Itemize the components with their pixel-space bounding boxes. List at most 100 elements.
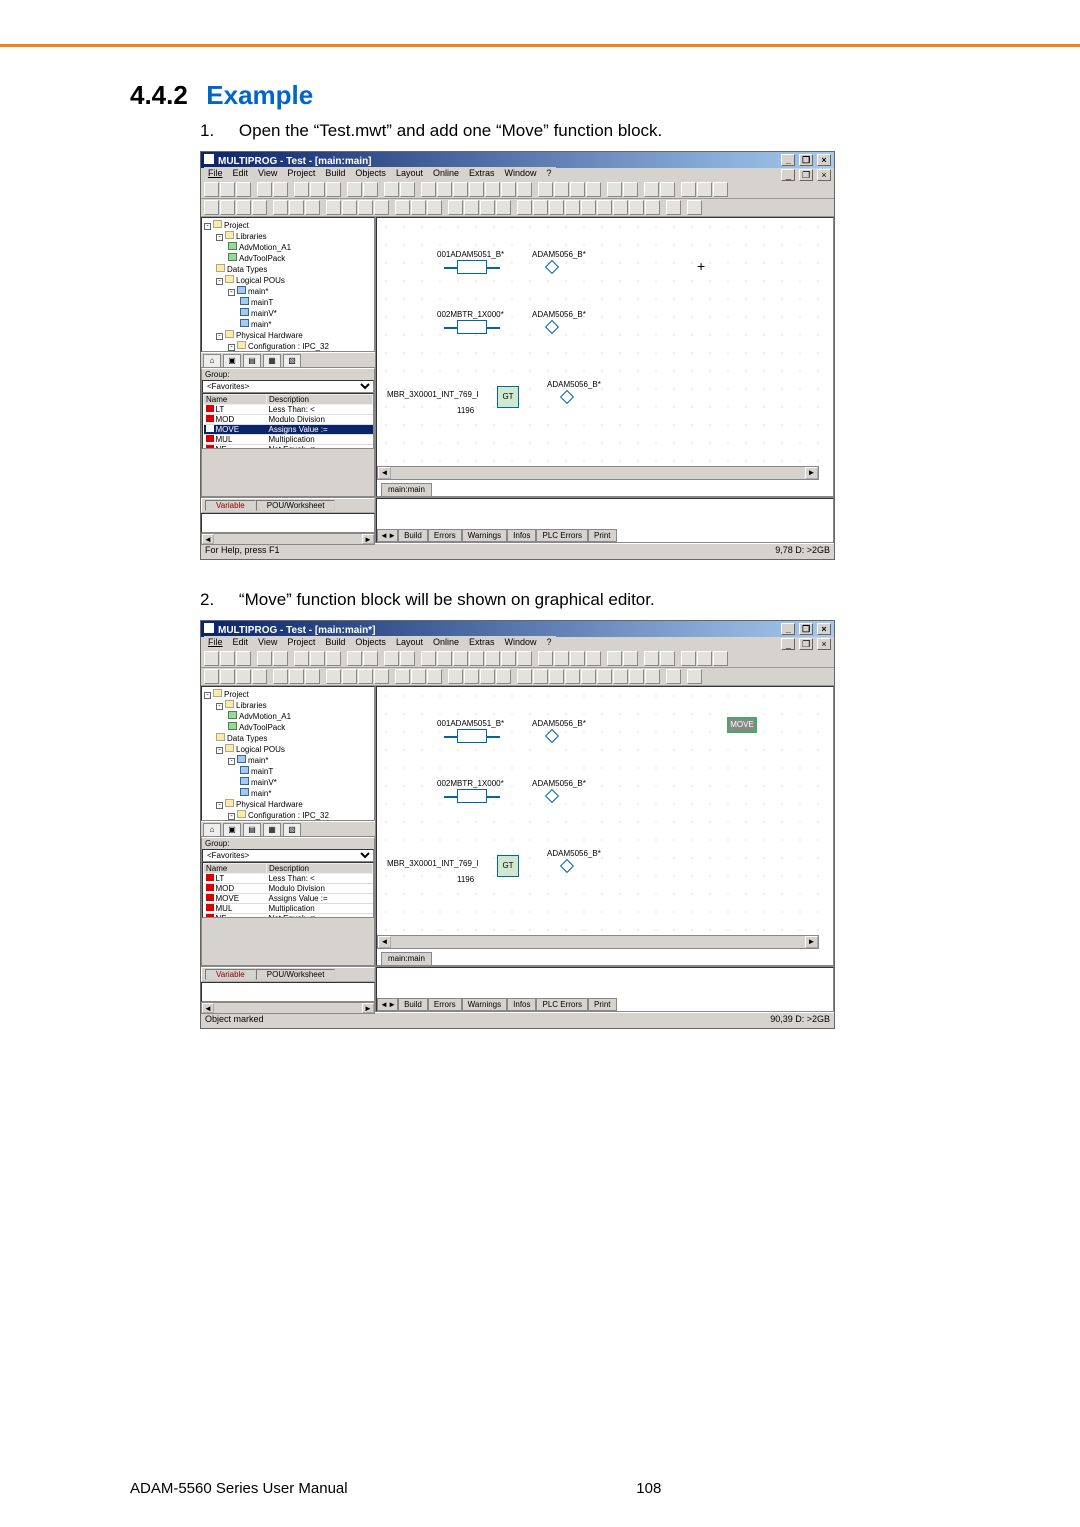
- toolbar-button[interactable]: [437, 182, 452, 197]
- minimize-button[interactable]: _: [781, 154, 795, 166]
- tree-node[interactable]: Data Types: [204, 264, 372, 275]
- project-tree[interactable]: -Project-LibrariesAdvMotion_A1AdvToolPac…: [201, 217, 375, 352]
- toolbar-button[interactable]: [581, 669, 596, 684]
- toolbar-button[interactable]: [517, 669, 532, 684]
- toolbar-button[interactable]: [623, 651, 638, 666]
- msg-tab-warnings[interactable]: Warnings: [462, 529, 508, 542]
- fb-list-row[interactable]: LTLess Than: <: [204, 405, 373, 415]
- toolbar-button[interactable]: [565, 669, 580, 684]
- toolbar-button[interactable]: [538, 182, 553, 197]
- menu-edit[interactable]: Edit: [233, 637, 249, 650]
- mdi-maximize-button[interactable]: ❐: [799, 638, 813, 650]
- toolbar-button[interactable]: [713, 182, 728, 197]
- toolbar-button[interactable]: [289, 200, 304, 215]
- menu-layout[interactable]: Layout: [396, 637, 423, 650]
- toolbar-button[interactable]: [687, 200, 702, 215]
- tree-node[interactable]: -Configuration : IPC_32: [204, 341, 372, 352]
- toolbar-button[interactable]: [480, 669, 495, 684]
- fb-list-row[interactable]: MULMultiplication: [204, 904, 373, 914]
- mdi-maximize-button[interactable]: ❐: [799, 169, 813, 181]
- canvas-hscrollbar[interactable]: ◄ ►: [377, 466, 819, 480]
- toolbar-button[interactable]: [374, 200, 389, 215]
- toolbar-button[interactable]: [252, 669, 267, 684]
- tree-tab[interactable]: ▤: [243, 823, 261, 837]
- tree-node[interactable]: mainV*: [204, 777, 372, 788]
- toolbar-button[interactable]: [358, 669, 373, 684]
- scroll-right-button[interactable]: ►: [362, 1003, 374, 1013]
- tree-tab[interactable]: ▤: [243, 354, 261, 368]
- toolbar-button[interactable]: [469, 182, 484, 197]
- toolbar-button[interactable]: [220, 200, 235, 215]
- move-block[interactable]: MOVE: [727, 717, 757, 733]
- scroll-left-button[interactable]: ◄: [378, 936, 391, 948]
- menu-project[interactable]: Project: [287, 168, 315, 181]
- toolbar-button[interactable]: [666, 200, 681, 215]
- toolbar-button[interactable]: [613, 669, 628, 684]
- toolbar-button[interactable]: [236, 669, 251, 684]
- menu-file[interactable]: File: [208, 637, 223, 650]
- toolbar-button[interactable]: [294, 182, 309, 197]
- toolbar-button[interactable]: [570, 651, 585, 666]
- toolbar-button[interactable]: [517, 651, 532, 666]
- toolbar-button[interactable]: [421, 182, 436, 197]
- toolbar-button[interactable]: [644, 182, 659, 197]
- toolbar-button[interactable]: [501, 651, 516, 666]
- mdi-minimize-button[interactable]: _: [781, 169, 795, 181]
- mdi-close-button[interactable]: ×: [817, 638, 831, 650]
- toolbar-button[interactable]: [644, 651, 659, 666]
- toolbar-button[interactable]: [294, 651, 309, 666]
- fb-list-row[interactable]: MOVEAssigns Value :=: [204, 425, 373, 435]
- graphical-editor[interactable]: 001ADAM5051_B* ADAM5056_B* MOVE 002MBTR_…: [376, 686, 834, 966]
- menu-objects[interactable]: Objects: [355, 168, 386, 181]
- toolbar-button[interactable]: [549, 669, 564, 684]
- toolbar-button[interactable]: [687, 669, 702, 684]
- msg-tab-build[interactable]: Build: [398, 998, 428, 1011]
- toolbar-button[interactable]: [448, 669, 463, 684]
- toolbar-button[interactable]: [305, 669, 320, 684]
- toolbar-button[interactable]: [586, 182, 601, 197]
- toolbar-button[interactable]: [554, 651, 569, 666]
- tab-scroll[interactable]: ◄ ►: [377, 998, 398, 1011]
- toolbar-button[interactable]: [565, 200, 580, 215]
- menu-window[interactable]: Window: [505, 637, 537, 650]
- toolbar-button[interactable]: [384, 651, 399, 666]
- fb-list[interactable]: NameDescriptionLTLess Than: <MODModulo D…: [202, 862, 374, 918]
- fb-list-row[interactable]: NENot Equal: <>: [204, 914, 373, 919]
- tree-node[interactable]: -Libraries: [204, 700, 372, 711]
- fb-node[interactable]: [457, 729, 487, 743]
- tree-node[interactable]: main*: [204, 788, 372, 799]
- tree-node[interactable]: AdvToolPack: [204, 722, 372, 733]
- toolbar-button[interactable]: [496, 669, 511, 684]
- scroll-right-button[interactable]: ►: [362, 534, 374, 544]
- toolbar-button[interactable]: [411, 669, 426, 684]
- tree-tab[interactable]: ▦: [263, 823, 281, 837]
- tree-tab[interactable]: ▣: [223, 823, 241, 837]
- toolbar-button[interactable]: [305, 200, 320, 215]
- toolbar-button[interactable]: [236, 651, 251, 666]
- toolbar-button[interactable]: [485, 182, 500, 197]
- editor-tab[interactable]: main:main: [381, 483, 432, 496]
- menu-view[interactable]: View: [258, 637, 277, 650]
- close-button[interactable]: ×: [817, 623, 831, 635]
- toolbar-button[interactable]: [469, 651, 484, 666]
- fb-list[interactable]: NameDescriptionLTLess Than: <MODModulo D…: [202, 393, 374, 449]
- fb-list-row[interactable]: LTLess Than: <: [204, 874, 373, 884]
- toolbar-button[interactable]: [400, 651, 415, 666]
- toolbar-button[interactable]: [629, 200, 644, 215]
- toolbar-button[interactable]: [597, 200, 612, 215]
- tree-node[interactable]: -Physical Hardware: [204, 330, 372, 341]
- toolbar-button[interactable]: [607, 651, 622, 666]
- toolbar-button[interactable]: [681, 182, 696, 197]
- toolbar-button[interactable]: [453, 182, 468, 197]
- toolbar-button[interactable]: [252, 200, 267, 215]
- toolbar-button[interactable]: [411, 200, 426, 215]
- toolbar-button[interactable]: [220, 669, 235, 684]
- variable-list[interactable]: [201, 513, 375, 533]
- toolbar-button[interactable]: [533, 669, 548, 684]
- toolbar-button[interactable]: [517, 182, 532, 197]
- msg-tab-errors[interactable]: Errors: [428, 998, 462, 1011]
- toolbar-button[interactable]: [501, 182, 516, 197]
- toolbar-button[interactable]: [363, 182, 378, 197]
- tree-node[interactable]: -Project: [204, 220, 372, 231]
- fb-list-row[interactable]: MOVEAssigns Value :=: [204, 894, 373, 904]
